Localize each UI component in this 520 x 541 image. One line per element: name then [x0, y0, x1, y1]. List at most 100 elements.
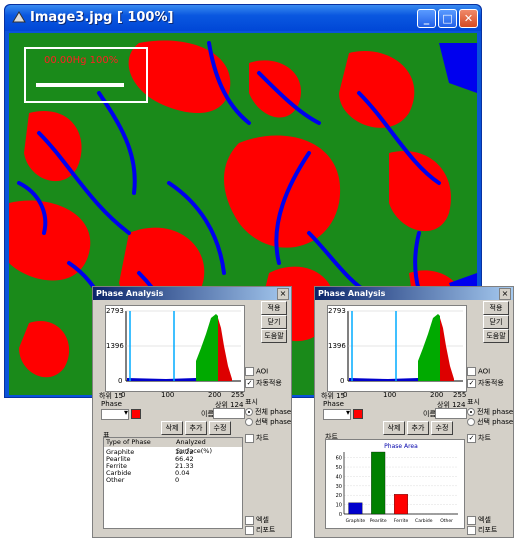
app-icon [12, 11, 26, 23]
lower-threshold-label: 하위 15 [99, 392, 124, 400]
x-tick-label: Graphite [346, 518, 366, 524]
x-tick-200: 200 [208, 391, 222, 399]
table-row-name: Ferrite [106, 462, 127, 470]
excel-label: 엑셀 [256, 516, 269, 524]
scale-overlay: 00.00Hg 100% [24, 47, 148, 103]
aoi-checkbox[interactable]: AOI [245, 367, 268, 376]
radio-all-label: 전체 phase [255, 408, 292, 416]
display-label: 표시 [245, 398, 258, 406]
y-tick-label: 60 [336, 456, 342, 462]
phase-color-swatch[interactable] [353, 409, 363, 419]
phase-label: Phase [101, 400, 122, 408]
phase-table[interactable]: Type of Phase Analyzed Surface(%) Graphi… [103, 437, 243, 529]
histogram-graphic [125, 310, 241, 382]
dialog-title-bar[interactable]: Phase Analysis × [315, 287, 513, 300]
radio-select-label: 선택 phase [477, 418, 514, 426]
table-row-value: 0 [175, 476, 180, 484]
y-tick-label: 50 [336, 465, 342, 471]
phase-select[interactable] [323, 408, 351, 420]
table-header-type[interactable]: Type of Phase [104, 438, 175, 447]
table-row-value: 12.22 [175, 448, 194, 456]
radio-all-phase[interactable]: 전체 phase [467, 407, 513, 417]
phase-color-swatch[interactable] [131, 409, 141, 419]
bar-pearlite [371, 451, 386, 515]
auto-apply-checkbox[interactable]: ✓ 자동적용 [245, 378, 282, 388]
scale-label: 00.00Hg 100% [44, 55, 119, 66]
radio-select-phase[interactable]: 선택 phase [467, 417, 513, 427]
report-checkbox[interactable]: 리포트 [467, 525, 497, 535]
histogram[interactable]: 2793 1396 0 [327, 305, 467, 392]
excel-label: 엑셀 [478, 516, 491, 524]
delete-button[interactable]: 삭제 [383, 421, 405, 435]
dialog-close-button[interactable]: × [499, 288, 511, 300]
close-dialog-button[interactable]: 닫기 [483, 315, 509, 329]
x-tick-label: Pearlite [370, 518, 387, 524]
auto-apply-label: 자동적용 [478, 379, 504, 387]
dialog-close-button[interactable]: × [277, 288, 289, 300]
y-tick-top: 2793 [328, 307, 346, 315]
table-row-name: Other [106, 476, 125, 484]
excel-checkbox[interactable]: 엑셀 [245, 515, 269, 525]
edit-button[interactable]: 수정 [209, 421, 231, 435]
close-button[interactable]: ✕ [459, 9, 478, 28]
x-tick-label: Ferrite [394, 518, 409, 524]
apply-button[interactable]: 적용 [483, 301, 509, 315]
close-dialog-button[interactable]: 닫기 [261, 315, 287, 329]
phase-analysis-dialog-table: Phase Analysis × 2793 1396 0 0 100 200 2… [92, 286, 292, 538]
phase-select[interactable] [101, 408, 129, 420]
y-tick-top: 2793 [106, 307, 124, 315]
apply-button[interactable]: 적용 [261, 301, 287, 315]
table-header-surface[interactable]: Analyzed Surface(%) [174, 438, 243, 455]
auto-apply-label: 자동적용 [256, 379, 282, 387]
y-tick-zero: 0 [340, 377, 345, 385]
chart-label: 차트 [256, 434, 269, 442]
y-tick-label: 10 [336, 503, 342, 509]
table-row-name: Graphite [106, 448, 135, 456]
aoi-checkbox[interactable]: AOI [467, 367, 490, 376]
x-tick-label: Other [440, 518, 453, 524]
auto-apply-checkbox[interactable]: ✓ 자동적용 [467, 378, 504, 388]
radio-all-phase[interactable]: 전체 phase [245, 407, 291, 417]
chart-checkbox[interactable]: ✓ 차트 [467, 433, 491, 443]
title-bar[interactable]: Image3.jpg [ 100%] _ □ ✕ [5, 5, 481, 31]
maximize-button[interactable]: □ [438, 9, 457, 28]
help-button[interactable]: 도움말 [483, 329, 509, 343]
x-tick-label: Carbide [415, 518, 433, 524]
add-button[interactable]: 추가 [185, 421, 207, 435]
table-group-label: 표 [103, 431, 110, 439]
minimize-button[interactable]: _ [417, 9, 436, 28]
help-button[interactable]: 도움말 [261, 329, 287, 343]
aoi-label: AOI [478, 367, 491, 376]
chart-checkbox[interactable]: 차트 [245, 433, 269, 443]
bar-graphite [348, 502, 363, 515]
dialog-title-bar[interactable]: Phase Analysis × [93, 287, 291, 300]
chart-group-label: 차트 [325, 433, 338, 441]
phase-area-chart: Phase Area 60 50 40 30 20 10 0 Graphite Pearlite F… [325, 439, 465, 529]
table-row-value: 0.04 [175, 469, 190, 477]
upper-threshold-label: 상위 124 [215, 401, 244, 409]
y-tick-mid: 1396 [328, 342, 346, 350]
histogram[interactable]: 2793 1396 0 [105, 305, 245, 392]
delete-button[interactable]: 삭제 [161, 421, 183, 435]
lower-threshold-label: 하위 15 [321, 392, 346, 400]
window-title: Image3.jpg [ 100%] [30, 10, 174, 25]
phase-analysis-dialog-chart: Phase Analysis × 2793 1396 0 0 100 200 2… [314, 286, 514, 538]
name-label: 이름 [423, 410, 436, 418]
report-checkbox[interactable]: 리포트 [245, 525, 275, 535]
radio-select-phase[interactable]: 선택 phase [245, 417, 291, 427]
bar-ferrite [394, 494, 408, 515]
add-button[interactable]: 추가 [407, 421, 429, 435]
edit-button[interactable]: 수정 [431, 421, 453, 435]
x-tick-100: 100 [383, 391, 397, 399]
scale-bar [36, 83, 124, 87]
dialog-title: Phase Analysis [318, 289, 386, 298]
upper-threshold-label: 상위 124 [437, 401, 466, 409]
bar-chart-svg: Phase Area 60 50 40 30 20 10 0 Graphite Pearlite F… [336, 443, 458, 524]
excel-checkbox[interactable]: 엑셀 [467, 515, 491, 525]
name-input[interactable] [213, 408, 245, 419]
table-row-value: 66.42 [175, 455, 194, 463]
table-row-name: Carbide [106, 469, 132, 477]
name-input[interactable] [435, 408, 467, 419]
phase-label: Phase [323, 400, 344, 408]
y-tick-zero: 0 [118, 377, 123, 385]
